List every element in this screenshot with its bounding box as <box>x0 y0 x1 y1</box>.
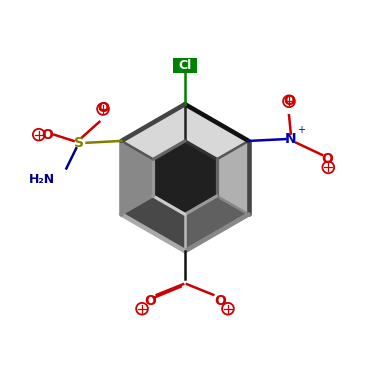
Polygon shape <box>217 141 249 214</box>
FancyBboxPatch shape <box>173 58 197 73</box>
Text: O: O <box>97 101 109 115</box>
Polygon shape <box>121 196 185 251</box>
Text: O: O <box>283 94 295 108</box>
Text: Cl: Cl <box>178 59 192 72</box>
Polygon shape <box>153 141 217 214</box>
Text: H₂N: H₂N <box>28 173 54 186</box>
Text: S: S <box>74 136 84 150</box>
Text: O: O <box>41 128 53 142</box>
Text: O: O <box>214 294 226 308</box>
Polygon shape <box>185 196 249 251</box>
Text: O: O <box>144 294 156 308</box>
Text: N: N <box>285 132 297 146</box>
Text: +: + <box>297 125 306 135</box>
Polygon shape <box>121 104 249 159</box>
Polygon shape <box>121 141 153 214</box>
Text: O: O <box>322 152 333 166</box>
